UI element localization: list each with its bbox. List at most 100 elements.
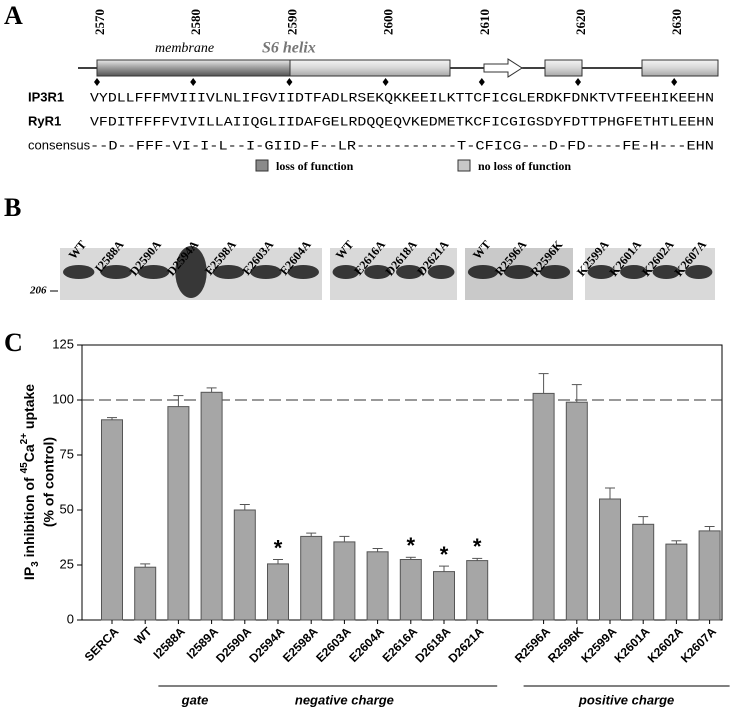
- sequence: VYDLLFFFMVIIIVLNLIFGVIIDTFADLRSEKQKKEEIL…: [90, 90, 714, 105]
- band: [396, 265, 423, 279]
- bar: [134, 566, 157, 621]
- sequence-name: RyR1: [28, 113, 61, 128]
- ruler-label: 2610: [477, 9, 492, 35]
- legend-label: loss of function: [276, 159, 354, 173]
- bar: [665, 543, 688, 621]
- sequence: VFDITFFFFVIVILLAIIQGLIIDAFGELRDQQEQVKEDM…: [90, 114, 714, 129]
- band: [503, 265, 535, 279]
- group-label: positive charge: [578, 692, 674, 707]
- diamond: [190, 78, 197, 86]
- legend-swatch: [457, 159, 471, 172]
- ruler-label: 2570: [92, 9, 107, 35]
- significance: *: [473, 534, 482, 559]
- bar: [466, 560, 489, 621]
- ruler-label: 2580: [188, 9, 203, 35]
- ruler-label: 2630: [669, 9, 684, 35]
- x-tick-label: E2604A: [346, 624, 387, 665]
- diamond: [575, 78, 581, 86]
- band: [587, 265, 615, 279]
- bar: [698, 530, 721, 621]
- x-tick-label: D2594A: [246, 624, 287, 665]
- region-label: S6 helix: [262, 40, 316, 57]
- x-tick-label: D2590A: [213, 624, 254, 665]
- x-tick-label: D2618A: [412, 624, 453, 665]
- band: [287, 265, 320, 279]
- bar: [532, 392, 555, 621]
- band: [62, 265, 95, 279]
- y-axis-label-part: Ca: [21, 444, 37, 462]
- bar: [366, 551, 389, 621]
- group-label: negative charge: [295, 692, 394, 707]
- band: [652, 265, 680, 279]
- ruler-label: 2620: [573, 9, 588, 35]
- band: [467, 265, 499, 279]
- sequence: --D--FFF-VI-I-L--I-GIID-F--LR-----------…: [90, 138, 714, 153]
- y-axis-label-part: 45: [19, 462, 30, 474]
- y-tick-label: 75: [60, 446, 74, 461]
- ruler-label: 2590: [284, 9, 299, 35]
- x-tick-label: K2602A: [645, 624, 686, 665]
- band: [364, 265, 391, 279]
- panel-label: B: [4, 193, 21, 222]
- topology: [78, 58, 719, 78]
- bar: [167, 406, 190, 621]
- band: [685, 265, 713, 279]
- y-axis-label-part: 2+: [19, 433, 30, 445]
- bar: [433, 571, 455, 621]
- bar: [565, 401, 588, 621]
- significance: *: [440, 542, 449, 567]
- x-tick-label: E2603A: [313, 624, 354, 665]
- x-tick-label: K2599A: [578, 624, 619, 665]
- x-tick-label: K2601A: [612, 624, 653, 665]
- band: [427, 265, 455, 279]
- x-tick-label: E2598A: [280, 624, 321, 665]
- bar: [200, 391, 223, 621]
- x-tick-label: WT: [131, 624, 155, 648]
- significance: *: [274, 535, 283, 560]
- diamond: [382, 78, 389, 86]
- marker-label: 206: [29, 285, 47, 297]
- x-tick-label: R2596K: [545, 624, 586, 665]
- bar: [333, 541, 356, 621]
- y-axis-label-part: 3: [30, 561, 41, 567]
- bar: [101, 419, 123, 621]
- panel-label: A: [4, 1, 23, 30]
- ruler-label: 2600: [381, 9, 396, 35]
- bar: [632, 523, 655, 621]
- bar: [300, 535, 323, 621]
- x-tick-label: R2596A: [512, 624, 553, 665]
- bar: [599, 498, 621, 621]
- diamond: [478, 78, 485, 86]
- y-axis-label-part: IP: [21, 567, 37, 580]
- diamond: [94, 78, 100, 86]
- sequence-name: consensus: [28, 137, 91, 152]
- band: [175, 246, 207, 298]
- band: [539, 265, 571, 279]
- y-axis-label: IP3 inhibition of 45Ca2+ uptake: [19, 384, 41, 580]
- x-tick-label: K2607A: [678, 624, 719, 665]
- band: [137, 265, 170, 279]
- bar: [399, 559, 422, 621]
- y-tick-label: 100: [52, 391, 74, 406]
- band: [250, 265, 282, 279]
- significance: *: [407, 533, 416, 558]
- band: [212, 265, 245, 279]
- legend-label: no loss of function: [478, 159, 571, 173]
- x-tick-label: I2588A: [150, 624, 187, 661]
- panel-label: C: [4, 328, 23, 357]
- blots: [60, 246, 715, 300]
- y-axis-label-part: uptake: [21, 384, 37, 433]
- diamond: [671, 78, 678, 86]
- band: [620, 265, 648, 279]
- diamond: [286, 78, 293, 86]
- bar: [233, 509, 256, 621]
- y-tick-label: 0: [67, 611, 74, 626]
- y-tick-label: 50: [60, 501, 74, 516]
- band: [100, 265, 132, 279]
- y-tick-label: 25: [60, 556, 74, 571]
- bar: [267, 563, 289, 621]
- y-tick-label: 125: [52, 336, 74, 351]
- x-tick-label: SERCA: [82, 624, 122, 664]
- x-tick-label: D2621A: [446, 624, 487, 665]
- y-axis-label: (% of control): [41, 437, 57, 527]
